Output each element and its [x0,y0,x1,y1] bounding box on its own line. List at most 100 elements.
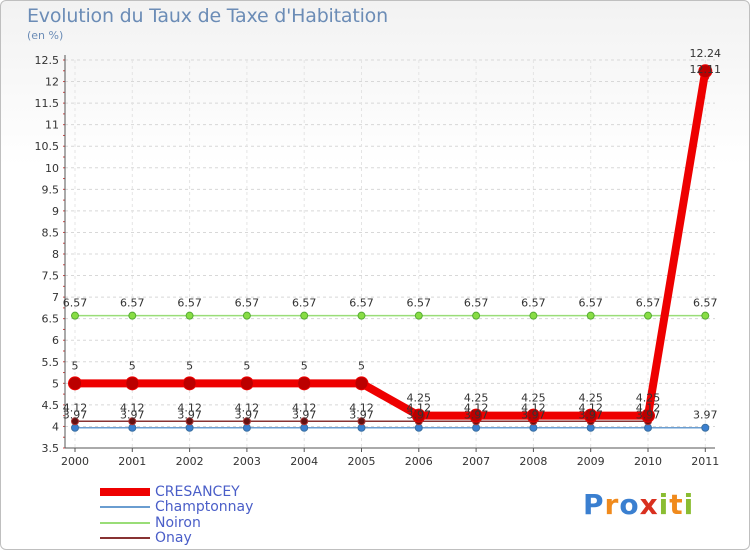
data-point [185,423,194,432]
data-label: 4.25 [636,392,661,405]
data-point [125,376,140,391]
data-label: 6.57 [120,297,145,310]
legend-label: Onay [155,530,192,546]
data-point [354,376,369,391]
y-tick-label: 4.5 [42,399,60,412]
data-point [644,423,652,432]
data-point [242,423,251,432]
legend-swatch [100,522,150,524]
data-point [701,423,710,432]
data-point [128,417,137,426]
data-label: 3.97 [292,409,317,422]
x-tick-label: 2009 [577,455,605,468]
data-label: 4.25 [578,392,603,405]
data-label: 4.25 [464,392,489,405]
data-point [128,423,137,432]
legend-swatch [100,506,150,508]
data-label: 6.57 [63,297,88,310]
y-tick-label: 5 [52,377,59,390]
x-tick-label: 2002 [176,455,204,468]
legend-label: Noiron [155,515,201,531]
data-label: 6.57 [407,297,432,310]
y-tick-label: 12 [45,76,59,89]
chart-subtitle: (en %) [27,29,64,42]
y-tick-label: 3.5 [42,442,60,455]
y-tick-label: 10.5 [35,140,60,153]
logo-letter: o [619,488,640,521]
data-point [641,408,655,423]
data-point [529,423,538,432]
data-label: 4.25 [407,392,432,405]
series-layer [68,64,713,432]
data-labels-layer: 6.57 6.57 6.57 6.57 6.57 6.57 6.57 6.57 6.57 6.57… [63,47,721,422]
series-line-onay [75,76,707,423]
y-tick-label: 12.5 [35,54,60,67]
data-label: 6.57 [693,297,718,310]
data-label: 3.97 [349,409,374,422]
data-point [472,311,481,320]
x-tick-label: 2003 [233,455,261,468]
data-point [701,311,710,320]
y-tick-label: 8 [52,248,59,261]
data-point [357,423,366,432]
y-tick-label: 11.5 [35,97,60,110]
data-label: 12.24 [690,47,722,60]
data-label: 4.12 [407,401,432,414]
data-label: 5 [186,359,193,372]
data-label: 4.12 [464,401,489,414]
y-tick-label: 6 [52,334,59,347]
legend-label: Champtonnay [155,499,254,515]
logo-letter: x [639,488,659,521]
y-tick-label: 8.5 [42,226,60,239]
data-point [357,417,366,426]
x-tick-label: 2007 [462,455,490,468]
x-tick-label: 2001 [118,455,146,468]
data-point [71,423,79,432]
data-label: 6.57 [578,297,603,310]
data-label: 6.57 [235,297,260,310]
y-tick-label: 9 [52,205,59,218]
chart-title: Evolution du Taux de Taxe d'Habitation [27,5,388,27]
data-point [526,408,541,423]
data-label: 3.97 [636,409,661,422]
y-tick-label: 5.5 [42,356,60,369]
data-label: 4.25 [521,392,546,405]
data-label: 3.97 [177,409,202,422]
y-tick-label: 10 [45,162,59,175]
data-label: 3.97 [521,409,546,422]
y-tick-label: 6.5 [42,313,60,326]
y-tick-label: 11 [45,119,59,132]
proxiti-logo: Proxiti [583,488,694,521]
logo-letter: t [669,488,684,521]
data-label: 6.57 [464,297,489,310]
data-point [300,311,309,320]
data-label: 6.57 [177,297,202,310]
data-point [300,417,309,426]
data-label: 4.12 [292,401,317,414]
legend-label: CRESANCEY [155,484,240,500]
data-label: 3.97 [235,409,260,422]
x-tick-label: 2008 [519,455,547,468]
data-point [644,311,652,320]
data-label: 4.12 [63,401,88,414]
x-tick-label: 2000 [61,455,89,468]
data-label: 3.97 [120,409,145,422]
data-point [698,64,713,79]
data-point [242,417,251,426]
data-point [71,417,79,426]
data-point [185,417,194,426]
x-tick-label: 2005 [348,455,376,468]
data-label: 4.12 [349,401,374,414]
data-label: 5 [129,359,136,372]
legend-swatch [100,537,150,539]
data-label: 4.12 [177,401,202,414]
series-line-cresancey [75,70,710,420]
data-point [128,311,137,320]
data-point [586,423,595,432]
data-label: 3.97 [578,409,603,422]
data-label: 4.12 [521,401,546,414]
data-point [472,423,481,432]
data-label: 3.97 [407,409,432,422]
